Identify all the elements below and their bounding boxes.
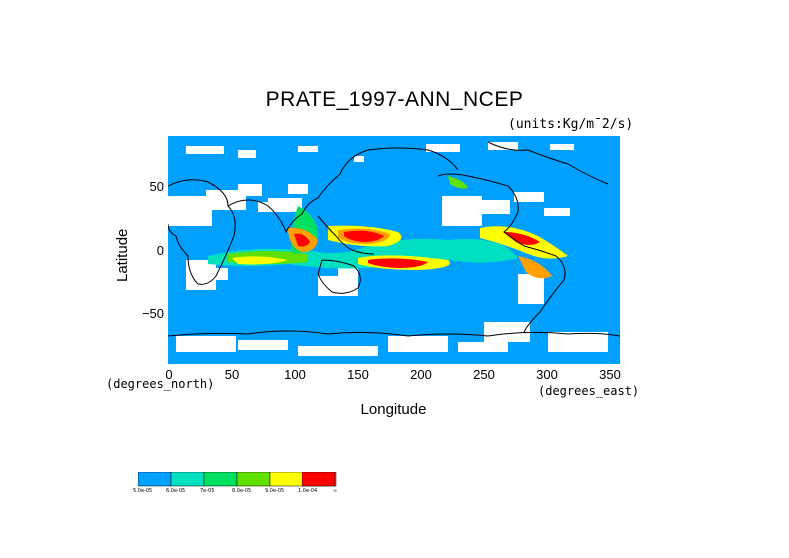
x-tick-label: 350 [599,367,621,382]
x-tick-label: 150 [347,367,369,382]
legend-label: 1.0e-04 [298,488,318,494]
legend-swatch-top [302,472,336,487]
x-axis-label: Longitude [0,401,789,418]
legend-swatch-1 [138,472,172,487]
y-tick-label: 0 [156,243,164,258]
units-label: (units:Kg/m¯2/s) [508,117,634,132]
legend-label: 9.0e-05 [265,488,285,494]
y-tick-label: 50 [149,179,164,194]
low-value-regions [168,142,608,356]
x-axis-unit-label: (degrees_east) [538,384,640,398]
legend-swatch-2 [170,472,205,487]
y-tick-label: −50 [141,306,164,321]
legend-label: 7e-05 [200,488,215,494]
y-axis-unit-label: (degrees_north) [106,377,215,391]
legend-swatch-3 [203,472,238,487]
legend-label: 5.0e-05 [133,488,153,494]
precipitation-bands [208,176,568,279]
x-tick-label: 200 [410,367,432,382]
x-tick-label: 50 [224,367,240,382]
x-tick-label: 0 [165,367,173,382]
legend-label: 6.0e-05 [166,488,186,494]
chart-title: PRATE_1997-ANN_NCEP [265,88,524,111]
legend-swatch-4 [236,472,271,487]
x-tick-label: 250 [473,367,495,382]
x-tick-label: 100 [284,367,306,382]
legend-label: 8.0e-05 [232,488,252,494]
coastlines [168,141,620,337]
x-tick-label: 300 [536,367,558,382]
precipitation-map [168,136,620,364]
legend-swatch-5 [269,472,304,487]
legend-label: ∞ [333,488,338,494]
x-axis-label-text: Longitude [360,401,427,418]
